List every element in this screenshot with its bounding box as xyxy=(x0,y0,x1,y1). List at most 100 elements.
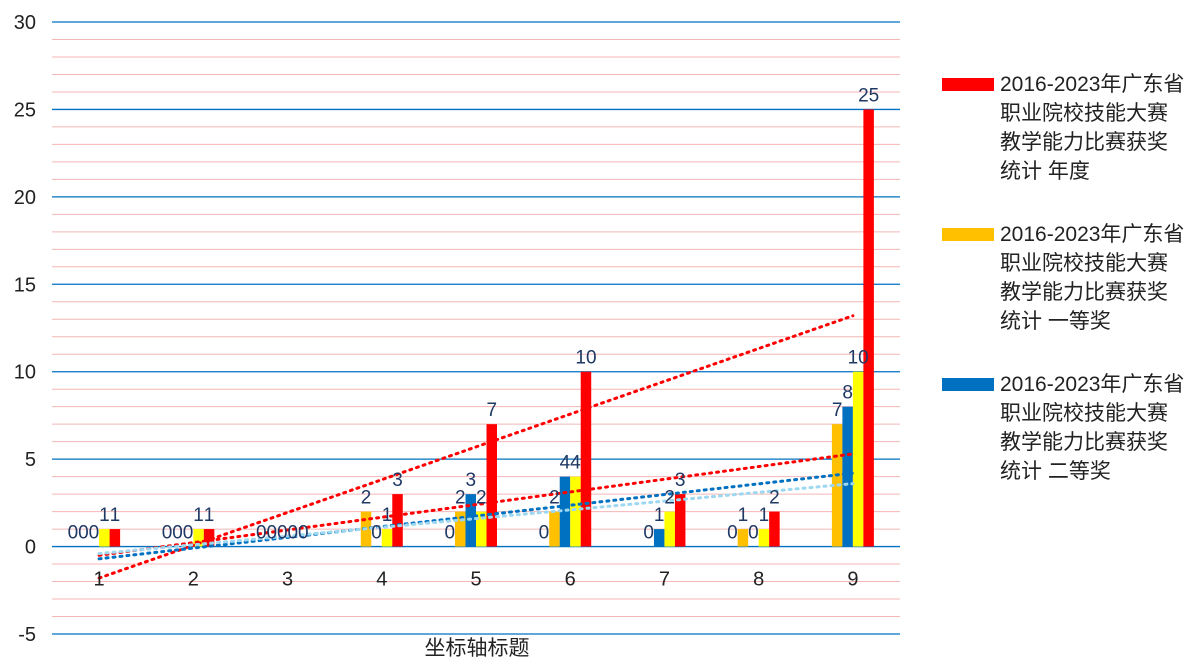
bar xyxy=(842,406,853,547)
trendline xyxy=(97,471,855,561)
bar xyxy=(852,371,864,547)
bar xyxy=(203,529,215,547)
data-label: 1 xyxy=(204,505,215,526)
x-tick-label: 7 xyxy=(659,569,670,591)
trendline xyxy=(97,482,855,556)
data-label: 0 xyxy=(256,523,267,544)
data-label: 4 xyxy=(560,453,571,474)
y-tick-label: 30 xyxy=(14,12,36,34)
legend-item-second-prize: 2016-2023年广东省职业院校技能大赛教学能力比赛获奖统计 二等奖 xyxy=(942,370,1192,486)
data-label: 3 xyxy=(465,470,476,491)
data-label: 3 xyxy=(392,470,403,491)
bar xyxy=(381,529,393,547)
data-label: 2 xyxy=(549,488,560,509)
bar xyxy=(580,371,592,547)
x-axis-title: 坐标轴标题 xyxy=(425,637,530,660)
x-tick-label: 8 xyxy=(753,569,764,591)
data-label: 1 xyxy=(193,505,204,526)
bar xyxy=(737,529,749,547)
legend: 2016-2023年广东省职业院校技能大赛教学能力比赛获奖统计 年度 2016-… xyxy=(942,70,1192,520)
trendlines xyxy=(97,314,855,580)
x-tick-label: 2 xyxy=(188,569,199,591)
x-tick-label: 1 xyxy=(94,569,105,591)
data-label: 0 xyxy=(727,523,738,544)
data-label: 0 xyxy=(267,523,278,544)
x-tick-label: 6 xyxy=(565,569,576,591)
bar xyxy=(99,529,110,547)
data-label: 0 xyxy=(183,523,194,544)
y-tick-label: -5 xyxy=(18,624,36,646)
y-tick-label: 25 xyxy=(14,99,36,121)
bar xyxy=(664,511,675,547)
data-label: 0 xyxy=(277,523,288,544)
bar xyxy=(863,109,874,547)
data-label: 1 xyxy=(759,505,770,526)
data-label: 0 xyxy=(444,523,455,544)
bar xyxy=(559,476,571,547)
data-label: 2 xyxy=(769,488,780,509)
legend-swatch-year xyxy=(942,78,994,91)
data-label: 2 xyxy=(361,488,372,509)
bar xyxy=(486,424,497,547)
bar xyxy=(476,511,487,547)
bar xyxy=(193,529,204,547)
data-label: 2 xyxy=(664,488,675,509)
data-label: 10 xyxy=(848,348,869,369)
bar xyxy=(758,529,770,547)
bar xyxy=(549,511,560,547)
data-label: 1 xyxy=(110,505,121,526)
data-label: 1 xyxy=(738,505,749,526)
data-label: 4 xyxy=(570,453,581,474)
data-label: 0 xyxy=(68,523,79,544)
data-label: 2 xyxy=(476,488,487,509)
y-tick-label: 20 xyxy=(14,187,36,209)
bars xyxy=(99,109,874,547)
legend-swatch-first-prize xyxy=(942,228,994,241)
y-tick-label: 15 xyxy=(14,274,36,296)
data-label: 7 xyxy=(486,400,497,421)
data-label: 3 xyxy=(675,470,686,491)
data-label: 0 xyxy=(298,523,309,544)
data-label: 0 xyxy=(748,523,759,544)
gridlines xyxy=(52,21,900,635)
data-label: 0 xyxy=(539,523,550,544)
data-label: 0 xyxy=(78,523,89,544)
bar xyxy=(455,511,466,547)
bar xyxy=(674,494,686,547)
bar xyxy=(109,529,121,547)
y-tick-label: 0 xyxy=(25,537,36,559)
bar xyxy=(570,476,581,547)
data-label: 25 xyxy=(858,85,879,106)
data-label: 2 xyxy=(455,488,466,509)
bar xyxy=(653,529,665,547)
data-label: 0 xyxy=(172,523,183,544)
legend-item-first-prize: 2016-2023年广东省职业院校技能大赛教学能力比赛获奖统计 一等奖 xyxy=(942,220,1192,336)
data-label: 0 xyxy=(162,523,173,544)
trendline xyxy=(97,452,855,557)
legend-swatch-second-prize xyxy=(942,378,994,391)
trendline xyxy=(97,314,855,580)
bar xyxy=(392,494,403,547)
data-label: 1 xyxy=(99,505,110,526)
data-label: 0 xyxy=(288,523,299,544)
bar xyxy=(769,511,780,547)
data-label: 8 xyxy=(842,383,853,404)
data-label: 1 xyxy=(382,505,393,526)
data-label: 7 xyxy=(832,400,843,421)
x-tick-label: 3 xyxy=(282,569,293,591)
y-tick-label: 10 xyxy=(14,362,36,384)
x-tick-label: 9 xyxy=(847,569,858,591)
legend-item-year: 2016-2023年广东省职业院校技能大赛教学能力比赛获奖统计 年度 xyxy=(942,70,1192,186)
data-label: 10 xyxy=(575,348,596,369)
x-tick-label: 4 xyxy=(376,569,387,591)
legend-label-first-prize: 2016-2023年广东省职业院校技能大赛教学能力比赛获奖统计 一等奖 xyxy=(1000,223,1185,333)
legend-label-second-prize: 2016-2023年广东省职业院校技能大赛教学能力比赛获奖统计 二等奖 xyxy=(1000,373,1185,483)
y-tick-label: 5 xyxy=(25,449,36,471)
data-label: 0 xyxy=(371,523,382,544)
x-tick-label: 5 xyxy=(470,569,481,591)
data-label: 0 xyxy=(643,523,654,544)
data-label: 0 xyxy=(89,523,100,544)
